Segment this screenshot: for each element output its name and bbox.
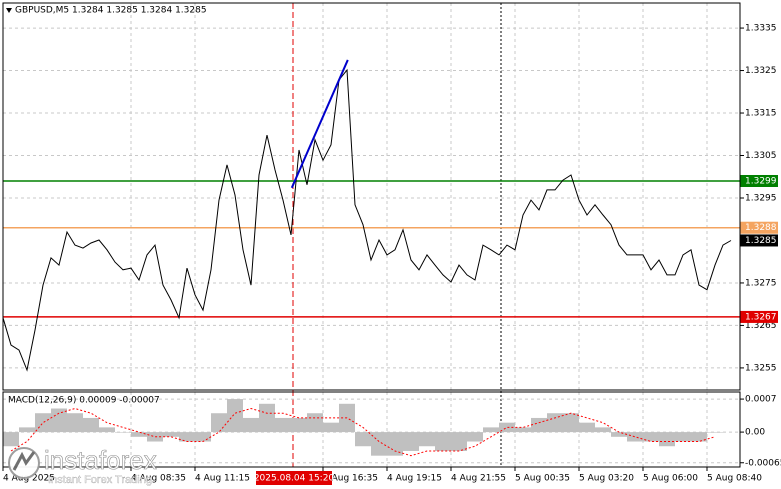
macd-bar — [259, 403, 275, 433]
y-tick-label: 0.00 — [745, 428, 765, 438]
macd-bar — [131, 432, 147, 437]
macd-bar — [659, 432, 675, 447]
macd-bar — [67, 413, 83, 433]
macd-bar — [675, 432, 691, 442]
macd-bar — [163, 432, 179, 437]
macd-bar — [499, 422, 515, 433]
macd-frame — [2, 391, 741, 468]
macd-bar — [579, 422, 595, 433]
watermark-tagline: Instant Forex Trading — [48, 474, 152, 486]
x-tick-label: 5 Aug 03:20 — [579, 474, 634, 484]
logo-mark — [12, 451, 36, 471]
x-tick-label: 4 Aug 16:35 — [323, 474, 378, 484]
macd-bar — [3, 432, 19, 447]
macd-bar — [371, 432, 387, 456]
y-tick-label: 1.3255 — [745, 363, 777, 373]
y-tick-label: 1.3265 — [745, 321, 777, 331]
y-tick-label: 1.3275 — [745, 278, 777, 288]
title-icon — [6, 8, 12, 13]
level-label: 1.3267 — [745, 312, 777, 322]
level-label: 1.3299 — [745, 176, 777, 186]
macd-bar — [275, 417, 291, 433]
x-tick-label: 4 Aug 21:55 — [451, 474, 506, 484]
y-tick-label: 1.3315 — [745, 109, 777, 119]
macd-bar — [627, 432, 643, 442]
macd-bar — [451, 432, 467, 451]
macd-bar — [531, 417, 547, 433]
crosshair-label-bg — [256, 471, 332, 485]
macd-bar — [435, 432, 451, 451]
trend-line — [290, 59, 349, 189]
macd-bar — [547, 413, 563, 433]
y-tick-label: 1.3325 — [745, 66, 777, 76]
last-price-bg — [740, 234, 778, 247]
x-tick-label: 4 Aug 19:15 — [387, 474, 442, 484]
macd-bar — [387, 432, 403, 456]
macd-bar — [19, 427, 35, 433]
plot-layer: 4 Aug 2025 4 Aug 08:35 4 Aug 11:15 4 Aug 16… — [2, 3, 781, 485]
macd-bar — [227, 399, 243, 433]
macd-bar — [307, 413, 323, 433]
watermark-brand: instaforex — [44, 445, 157, 475]
macd-bar — [83, 417, 99, 433]
macd-bar — [323, 422, 339, 433]
macd-bar — [115, 432, 131, 433]
y-tick-label: 1.3305 — [745, 151, 777, 161]
macd-bar — [195, 432, 211, 442]
y-tick-label: 1.3335 — [745, 24, 777, 34]
x-tick-label: 5 Aug 08:40 — [707, 474, 762, 484]
level-label-bg — [740, 174, 778, 187]
macd-bar — [643, 432, 659, 442]
macd-title: MACD(12,26,9) 0.00009 -0.00007 — [8, 396, 160, 406]
macd-bar — [51, 408, 67, 433]
signal-line — [10, 407, 716, 457]
y-tick-label: -0.00065 — [745, 458, 781, 468]
y-tick-label: 0.0007 — [745, 395, 777, 405]
x-tick-label: 4 Aug 2025 — [3, 474, 55, 484]
macd-bar — [291, 417, 307, 433]
macd-bar — [483, 427, 499, 433]
macd-bar — [179, 432, 195, 442]
macd-bar — [147, 432, 163, 442]
macd-bar — [355, 432, 371, 447]
level-label: 1.3288 — [745, 223, 777, 233]
chart-title: GBPUSD,M5 1.3284 1.3285 1.3284 1.3285 — [15, 6, 207, 16]
macd-bar — [563, 413, 579, 433]
x-tick-label: 4 Aug 11:15 — [195, 474, 250, 484]
price-line — [2, 68, 732, 372]
macd-bar — [467, 432, 483, 442]
macd-bar — [35, 413, 51, 433]
macd-bar — [243, 417, 259, 433]
price-frame — [2, 2, 741, 391]
macd-bar — [99, 427, 115, 433]
crosshair-label: 2025.08.04 15:20 — [254, 474, 335, 484]
macd-bar — [211, 413, 227, 433]
macd-bar — [515, 427, 531, 433]
macd-bar — [595, 427, 611, 433]
level-label-bg — [740, 221, 778, 234]
macd-bar — [611, 432, 627, 437]
x-tick-label: 5 Aug 06:00 — [643, 474, 698, 484]
macd-bar — [691, 432, 707, 442]
last-price-label: 1.3285 — [745, 236, 777, 246]
macd-bar — [403, 432, 419, 451]
level-label-bg — [740, 310, 778, 323]
x-tick-label: 4 Aug 08:35 — [131, 474, 186, 484]
macd-bar — [419, 432, 435, 447]
watermark: instaforex Instant Forex Trading — [8, 445, 157, 486]
macd-bar — [707, 432, 723, 433]
y-tick-label: 1.3295 — [745, 193, 777, 203]
x-tick-label: 5 Aug 00:35 — [515, 474, 570, 484]
